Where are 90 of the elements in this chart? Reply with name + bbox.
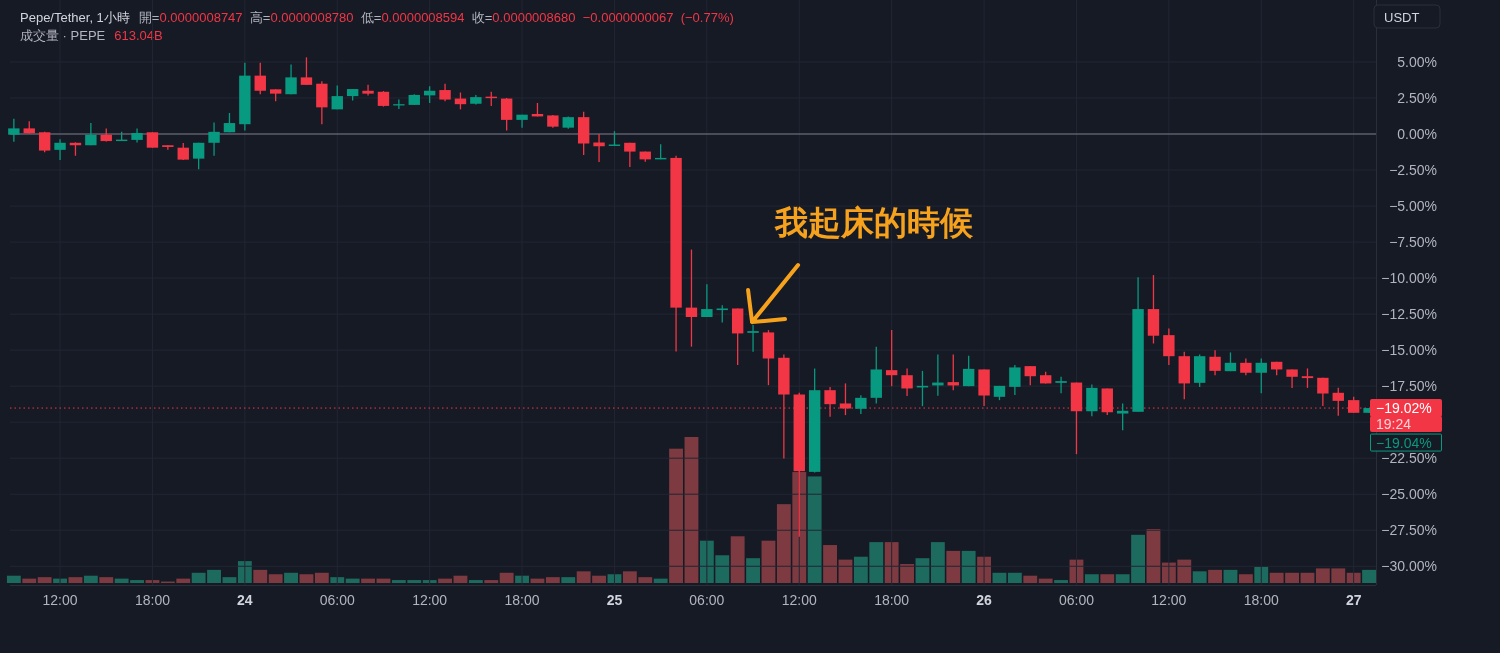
bar: [1192, 571, 1207, 583]
x-tick-label: 12:00: [42, 592, 78, 608]
bar: [669, 448, 683, 583]
bar: [1054, 580, 1068, 583]
x-tick-label: 06:00: [689, 592, 725, 608]
bar: [930, 542, 945, 583]
annotation: 613.04B: [114, 27, 163, 43]
x-tick-label: 18:00: [134, 592, 171, 608]
bar: [684, 437, 699, 583]
bar: [299, 574, 314, 583]
x-tick-label: 18:00: [1243, 592, 1279, 608]
y-tick-label: −7.50%: [1389, 234, 1437, 251]
bar: [484, 580, 499, 583]
bar: [1254, 566, 1269, 583]
text: Pepe/Tether, 1小時: [20, 9, 130, 25]
bar: [1208, 569, 1222, 583]
y-tick-label: −5.00%: [1389, 198, 1437, 215]
x-tick-label: 18:00: [504, 592, 540, 608]
bar: [1146, 528, 1161, 583]
bar: [453, 575, 468, 583]
bar: [6, 575, 21, 583]
y-tick-label: −15.00%: [1381, 342, 1437, 359]
bar: [422, 580, 437, 583]
bar: [438, 578, 452, 583]
bar: [468, 580, 483, 583]
chart-title: 成交量 · PEPE: [20, 27, 106, 43]
bar: [1300, 572, 1315, 583]
bar: [1362, 569, 1376, 583]
bar: [222, 577, 237, 583]
bar: [746, 558, 760, 583]
x-tick-label: 12:00: [1151, 592, 1187, 608]
bar: [99, 577, 114, 583]
x-tick-label: 12:00: [781, 592, 817, 608]
bar: [1007, 572, 1022, 583]
bar: [145, 580, 160, 583]
bar: [268, 574, 283, 583]
y-tick-label: −12.50%: [1381, 306, 1437, 323]
bar: [1100, 574, 1115, 583]
y-tick-label: −22.50%: [1381, 450, 1437, 467]
y-tick-label: 5.00%: [1397, 53, 1437, 70]
x-tick-label: 24: [237, 592, 253, 608]
bar: [761, 540, 776, 583]
bar: [545, 577, 560, 583]
annotation: 19:24: [1376, 415, 1412, 432]
bar: [1223, 569, 1238, 583]
bar: [946, 550, 961, 583]
x-tick-label: 18:00: [874, 592, 910, 608]
bar: [730, 536, 745, 583]
annotation: −19.04%: [1376, 434, 1432, 451]
x-tick-label: 25: [606, 592, 623, 608]
bar: [37, 577, 52, 583]
bar: [253, 569, 268, 583]
bar: [807, 476, 822, 583]
y-tick-label: 2.50%: [1397, 89, 1437, 106]
y-tick-label: −25.00%: [1381, 486, 1437, 503]
x-tick-label: 06:00: [1058, 592, 1095, 608]
y-tick-label: −27.50%: [1381, 522, 1437, 539]
bar: [284, 572, 298, 583]
y-tick-label: −10.00%: [1381, 270, 1437, 287]
bar: [653, 578, 668, 583]
x-tick-label: 26: [976, 592, 993, 608]
bar: [68, 577, 83, 583]
annotation: 我起床的時候: [774, 203, 975, 241]
x-tick-label: 06:00: [319, 592, 355, 608]
bar: [823, 545, 837, 583]
bar: [992, 572, 1007, 583]
x-tick-label: 12:00: [412, 592, 448, 608]
y-tick-label: −2.50%: [1389, 162, 1437, 179]
bar: [915, 558, 930, 583]
y-tick-label: 0.00%: [1397, 126, 1437, 142]
y-tick-label: −30.00%: [1381, 558, 1437, 575]
bar: [1023, 575, 1038, 583]
ref-line-label: −19.02%: [1376, 400, 1432, 417]
bar: [499, 572, 514, 583]
bar: [22, 578, 37, 583]
bar: [83, 575, 98, 583]
text: 開=0.0000008747 高=0.0000008780 低=0.0000008594 收=0.0000008680 −0.0000000067 (−0.77%): [138, 9, 734, 25]
bar: [314, 572, 329, 583]
bar: [330, 577, 345, 583]
bar: [1038, 578, 1053, 583]
bar: [1346, 572, 1361, 583]
bar: [1084, 574, 1099, 583]
bar: [561, 577, 576, 583]
x-tick-label: 27: [1345, 592, 1362, 608]
bar: [961, 550, 976, 583]
y-tick-label: −17.50%: [1381, 378, 1437, 395]
bar: [361, 578, 375, 583]
text: USDT: [1384, 9, 1420, 24]
bar: [345, 578, 360, 583]
bar: [1238, 574, 1253, 583]
